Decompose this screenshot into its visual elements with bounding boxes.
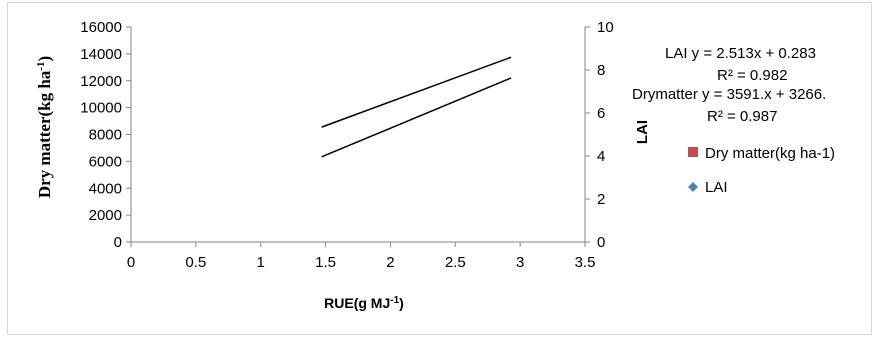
y-axis-title: Dry matter(kg ha-1) xyxy=(35,56,54,198)
trendline-drymatter xyxy=(321,56,512,128)
chart-area xyxy=(7,2,872,335)
y-tick-label: 6000 xyxy=(89,153,122,170)
trendline-lai xyxy=(321,77,512,158)
x-tick-label: 2.5 xyxy=(445,254,466,271)
lai-r2: R² = 0.982 xyxy=(717,67,787,84)
legend: Dry matter(kg ha-1) LAI xyxy=(688,145,835,196)
legend-label-drymatter: Dry matter(kg ha-1) xyxy=(705,145,835,162)
axes xyxy=(126,26,590,247)
y2-tick-label: 8 xyxy=(597,62,605,79)
x-tick-label: 2 xyxy=(386,254,394,271)
y-tick-label: 4000 xyxy=(89,180,122,197)
y-tick-label: 2000 xyxy=(89,207,122,224)
series-lines xyxy=(321,56,512,158)
y-tick-label: 16000 xyxy=(80,19,122,36)
x-tick-label: 0.5 xyxy=(185,254,206,271)
tick-labels: 0 2000 4000 6000 8000 10000 12000 14000 16000 0 2 4… xyxy=(80,19,613,271)
x-tick-label: 3.5 xyxy=(575,254,596,271)
y2-tick-label: 0 xyxy=(597,234,605,251)
x-tick-label: 0 xyxy=(127,254,135,271)
x-tick-label: 3 xyxy=(516,254,524,271)
y-tick-label: 10000 xyxy=(80,100,122,117)
drymatter-r2: R² = 0.987 xyxy=(707,108,777,125)
x-tick-label: 1.5 xyxy=(315,254,336,271)
drymatter-equation: Drymatter y = 3591.x + 3266. xyxy=(632,86,826,103)
y-tick-label: 0 xyxy=(114,234,122,251)
y-tick-label: 12000 xyxy=(80,73,122,90)
legend-marker-drymatter xyxy=(688,147,698,157)
x-axis-title: RUE(g MJ-1) xyxy=(324,295,404,311)
y2-tick-label: 2 xyxy=(597,191,605,208)
y2-tick-label: 4 xyxy=(597,148,605,165)
y2-tick-label: 10 xyxy=(597,19,614,36)
y2-tick-label: 6 xyxy=(597,105,605,122)
legend-marker-lai xyxy=(688,182,698,192)
y2-axis-title: LAI xyxy=(634,120,651,144)
y-tick-label: 8000 xyxy=(89,127,122,144)
y-tick-label: 14000 xyxy=(80,46,122,63)
lai-equation: LAI y = 2.513x + 0.283 xyxy=(665,45,816,62)
x-tick-label: 1 xyxy=(257,254,265,271)
legend-label-lai: LAI xyxy=(705,179,728,196)
